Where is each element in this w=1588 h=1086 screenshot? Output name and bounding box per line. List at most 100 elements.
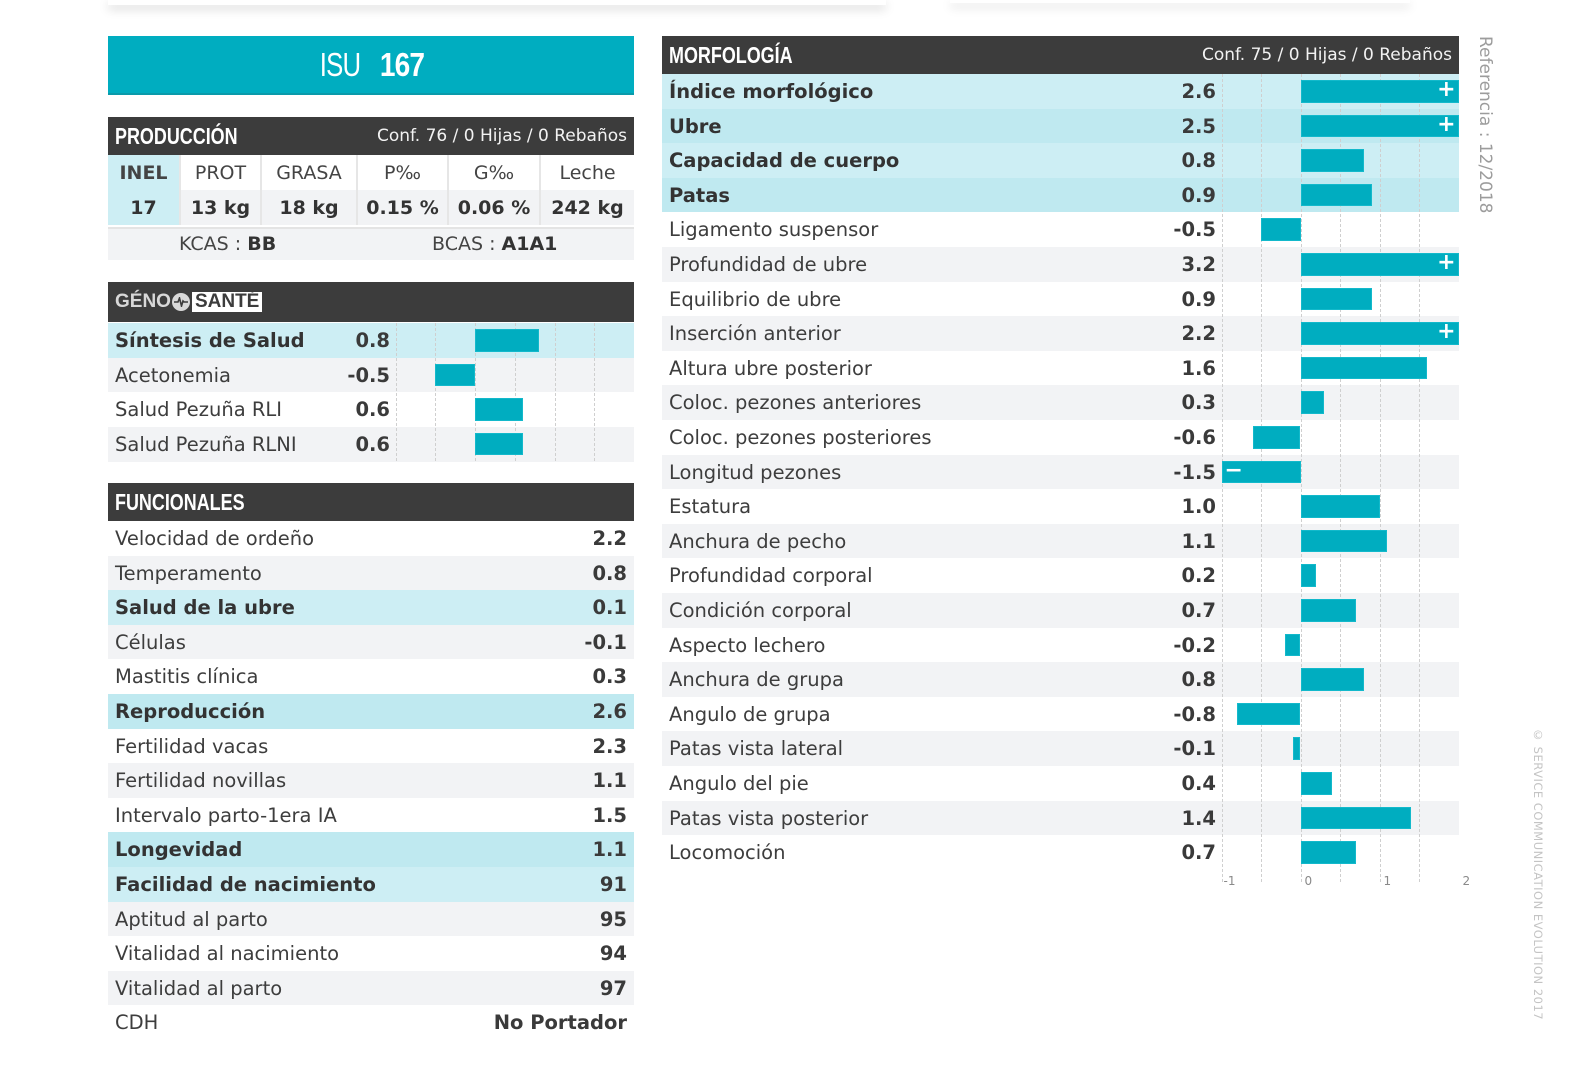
reference-date: Referencia : 12/2018 (1475, 36, 1495, 214)
item-value: 94 (599, 942, 627, 966)
value-label: 0.9 (1181, 183, 1216, 207)
bar (435, 363, 475, 387)
category-label: Profundidad corporal (669, 564, 873, 588)
chart-row: Inserción anterior 2.2 (662, 316, 1459, 352)
col-header: Leche (540, 155, 634, 190)
bar (1300, 183, 1372, 207)
value-label: -0.5 (347, 363, 390, 387)
value-label: -1.5 (1173, 460, 1216, 484)
top-card-left (108, 0, 886, 5)
bar (475, 398, 523, 421)
grid-line (1340, 74, 1341, 882)
category-label: Aspecto lechero (669, 633, 826, 657)
bar (1300, 599, 1356, 622)
grid-line (435, 323, 437, 462)
value-label: -0.1 (1173, 737, 1216, 761)
bar (1300, 841, 1356, 864)
value-label: 0.6 (355, 398, 390, 422)
value-label: 0.7 (1181, 599, 1216, 622)
item-value: 95 (599, 907, 627, 931)
chart-row: Angulo de grupa -0.8 (662, 696, 1459, 732)
value-label: -0.6 (1173, 426, 1216, 449)
bar: − (1221, 457, 1301, 484)
copyright: © SERVICE COMMUNICATION EVOLUTION 2017 (1531, 728, 1545, 1021)
list-item: Fertilidad novillas 1.1 (108, 763, 634, 799)
bar (1261, 218, 1301, 241)
item-label: Mastitis clínica (115, 665, 259, 689)
list-item: Facilidad de nacimiento 91 (108, 867, 634, 902)
category-label: Salud Pezuña RLNI (115, 432, 297, 456)
grid-line (1419, 74, 1420, 882)
bar (1300, 287, 1372, 311)
bar (1300, 668, 1364, 691)
item-value: 2.3 (592, 734, 627, 758)
value-label: 2.6 (1181, 80, 1216, 103)
list-item: Vitalidad al parto 97 (108, 970, 634, 1006)
clip-plus-icon: + (1437, 250, 1456, 275)
bar (1284, 633, 1301, 657)
bar: + (1300, 111, 1459, 138)
bar (1253, 426, 1301, 449)
category-label: Índice morfológico (669, 80, 874, 103)
x-tick-label: 1 (1383, 873, 1392, 888)
functional-header: FUNCIONALES (108, 483, 634, 521)
list-item: Fertilidad vacas 2.3 (108, 728, 634, 764)
item-value: 91 (599, 873, 627, 896)
chart-row: Salud Pezuña RLI 0.6 (108, 392, 634, 428)
clip-plus-icon: + (1437, 111, 1456, 137)
item-value: No Portador (493, 1011, 627, 1035)
geno-sante-header: GÉNO SANTÉ (108, 282, 634, 322)
isu-value: 167 (379, 45, 425, 83)
grid-line (395, 323, 397, 462)
value-label: 1.4 (1181, 806, 1216, 830)
bar: + (1300, 321, 1459, 345)
bar (475, 432, 523, 456)
col-header: P‰ (357, 155, 449, 190)
category-label: Patas vista posterior (669, 806, 869, 830)
kcas: KCAS : BB (179, 233, 276, 255)
cell-value: 13 kg (180, 190, 262, 225)
clip-minus-icon: − (1224, 457, 1243, 483)
production-header-row: INEL PROT GRASA P‰ G‰ Leche (108, 155, 634, 190)
item-label: Vitalidad al parto (115, 976, 283, 1000)
grid-line (475, 323, 476, 462)
bcas: BCAS : A1A1 (432, 233, 557, 255)
item-label: Células (115, 630, 186, 654)
bar: + (1300, 79, 1459, 103)
value-label: 1.0 (1181, 495, 1216, 519)
category-label: Profundidad de ubre (669, 253, 868, 276)
morphology-title: MORFOLOGÍA (669, 41, 793, 68)
item-value: 1.5 (592, 803, 627, 827)
x-tick-label: 2 (1462, 873, 1471, 888)
bar (1300, 356, 1427, 380)
production-conf: Conf. 76 / 0 Hijas / 0 Rebaños (377, 126, 627, 146)
category-label: Anchura de pecho (669, 529, 847, 553)
chart-row: Angulo del pie 0.4 (662, 766, 1459, 801)
chart-row: Coloc. pezones posteriores -0.6 (662, 420, 1459, 455)
cell-value: 242 kg (540, 190, 634, 225)
cell-value: 0.15 % (357, 190, 449, 225)
value-label: 2.5 (1181, 114, 1216, 138)
list-item: Reproducción 2.6 (108, 694, 634, 729)
item-value: 0.3 (592, 665, 627, 689)
list-item: Salud de la ubre 0.1 (108, 590, 634, 626)
list-item: Mastitis clínica 0.3 (108, 659, 634, 695)
category-label: Angulo de grupa (669, 702, 831, 726)
item-label: CDH (115, 1011, 159, 1035)
bar (1300, 495, 1380, 518)
x-tick-label: -1 (1223, 873, 1236, 888)
item-label: Fertilidad novillas (115, 769, 287, 793)
value-label: 2.2 (1181, 322, 1216, 346)
bar (1300, 529, 1388, 553)
value-label: 3.2 (1181, 253, 1216, 276)
value-label: -0.2 (1173, 633, 1216, 657)
value-label: 1.1 (1181, 529, 1216, 553)
category-label: Estatura (669, 495, 752, 519)
col-header: PROT (180, 155, 262, 190)
item-label: Salud de la ubre (115, 596, 295, 620)
item-value: 97 (599, 976, 627, 1000)
item-label: Velocidad de ordeño (115, 527, 315, 550)
item-label: Reproducción (115, 700, 266, 723)
casein-row: KCAS : BB BCAS : A1A1 (108, 227, 634, 260)
category-label: Altura ubre posterior (669, 356, 872, 380)
